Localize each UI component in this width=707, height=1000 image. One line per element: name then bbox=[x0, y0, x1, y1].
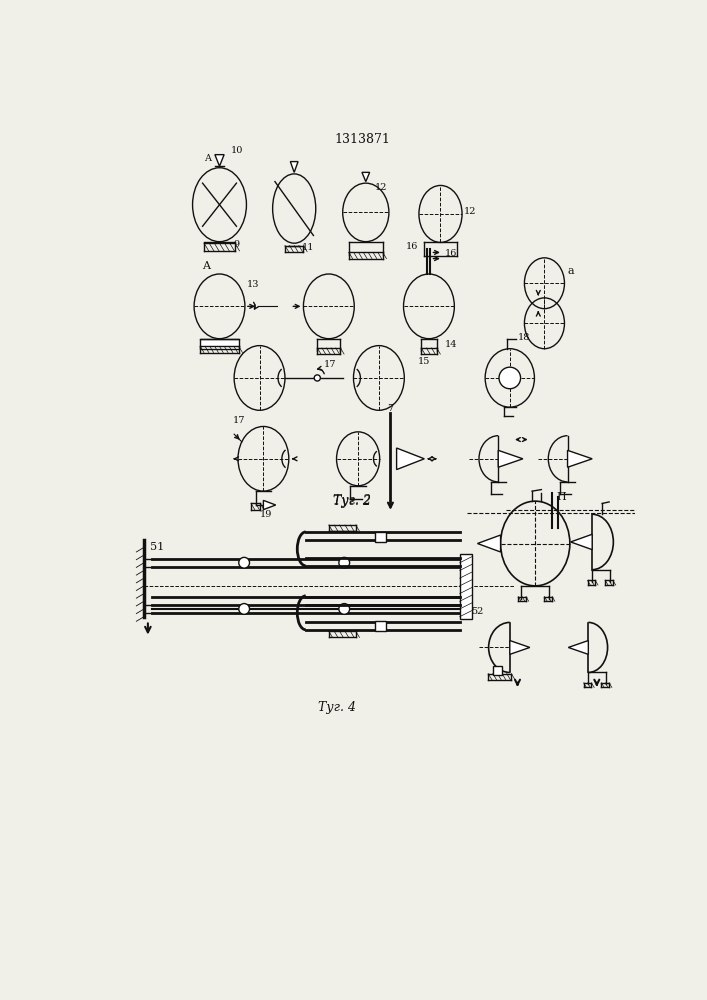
Text: a: a bbox=[568, 266, 574, 276]
Text: 12: 12 bbox=[375, 183, 387, 192]
Text: 52: 52 bbox=[472, 607, 484, 616]
Bar bbox=[460, 554, 472, 619]
Polygon shape bbox=[568, 641, 588, 654]
Text: 13: 13 bbox=[247, 280, 259, 289]
Text: 11: 11 bbox=[302, 243, 315, 252]
Text: 1313871: 1313871 bbox=[334, 133, 390, 146]
Text: 19: 19 bbox=[259, 510, 272, 519]
Polygon shape bbox=[477, 535, 501, 552]
Text: 14: 14 bbox=[444, 340, 457, 349]
Polygon shape bbox=[291, 162, 298, 172]
Text: Τуг. 2: Τуг. 2 bbox=[333, 494, 371, 507]
Text: 7: 7 bbox=[387, 404, 394, 413]
Text: 16: 16 bbox=[406, 242, 419, 251]
Polygon shape bbox=[215, 155, 224, 166]
Text: 10: 10 bbox=[231, 146, 243, 155]
Polygon shape bbox=[510, 641, 530, 654]
Text: 17: 17 bbox=[233, 416, 245, 425]
Circle shape bbox=[339, 604, 350, 614]
Text: A: A bbox=[203, 261, 211, 271]
Text: 15: 15 bbox=[417, 357, 430, 366]
Circle shape bbox=[499, 367, 520, 389]
Text: 9: 9 bbox=[233, 240, 240, 249]
Text: 51: 51 bbox=[150, 542, 165, 552]
Text: Τуг. 4: Τуг. 4 bbox=[317, 701, 356, 714]
Polygon shape bbox=[362, 172, 370, 182]
Circle shape bbox=[239, 604, 250, 614]
Text: 12: 12 bbox=[464, 207, 476, 216]
Circle shape bbox=[239, 557, 250, 568]
Text: 16: 16 bbox=[444, 249, 457, 258]
Bar bbox=[375, 621, 386, 631]
Bar bbox=[375, 532, 386, 542]
Circle shape bbox=[314, 375, 320, 381]
Polygon shape bbox=[264, 500, 276, 510]
Polygon shape bbox=[498, 450, 523, 467]
Text: Τуг. 2: Τуг. 2 bbox=[333, 495, 371, 508]
Text: A: A bbox=[204, 154, 211, 163]
Text: П: П bbox=[556, 492, 566, 502]
Polygon shape bbox=[571, 534, 592, 550]
Text: 18: 18 bbox=[518, 333, 530, 342]
Bar bbox=[200, 339, 239, 349]
Circle shape bbox=[339, 557, 350, 568]
Bar bbox=[493, 666, 502, 675]
Text: 17: 17 bbox=[324, 360, 336, 369]
Polygon shape bbox=[568, 450, 592, 467]
Polygon shape bbox=[397, 448, 424, 470]
